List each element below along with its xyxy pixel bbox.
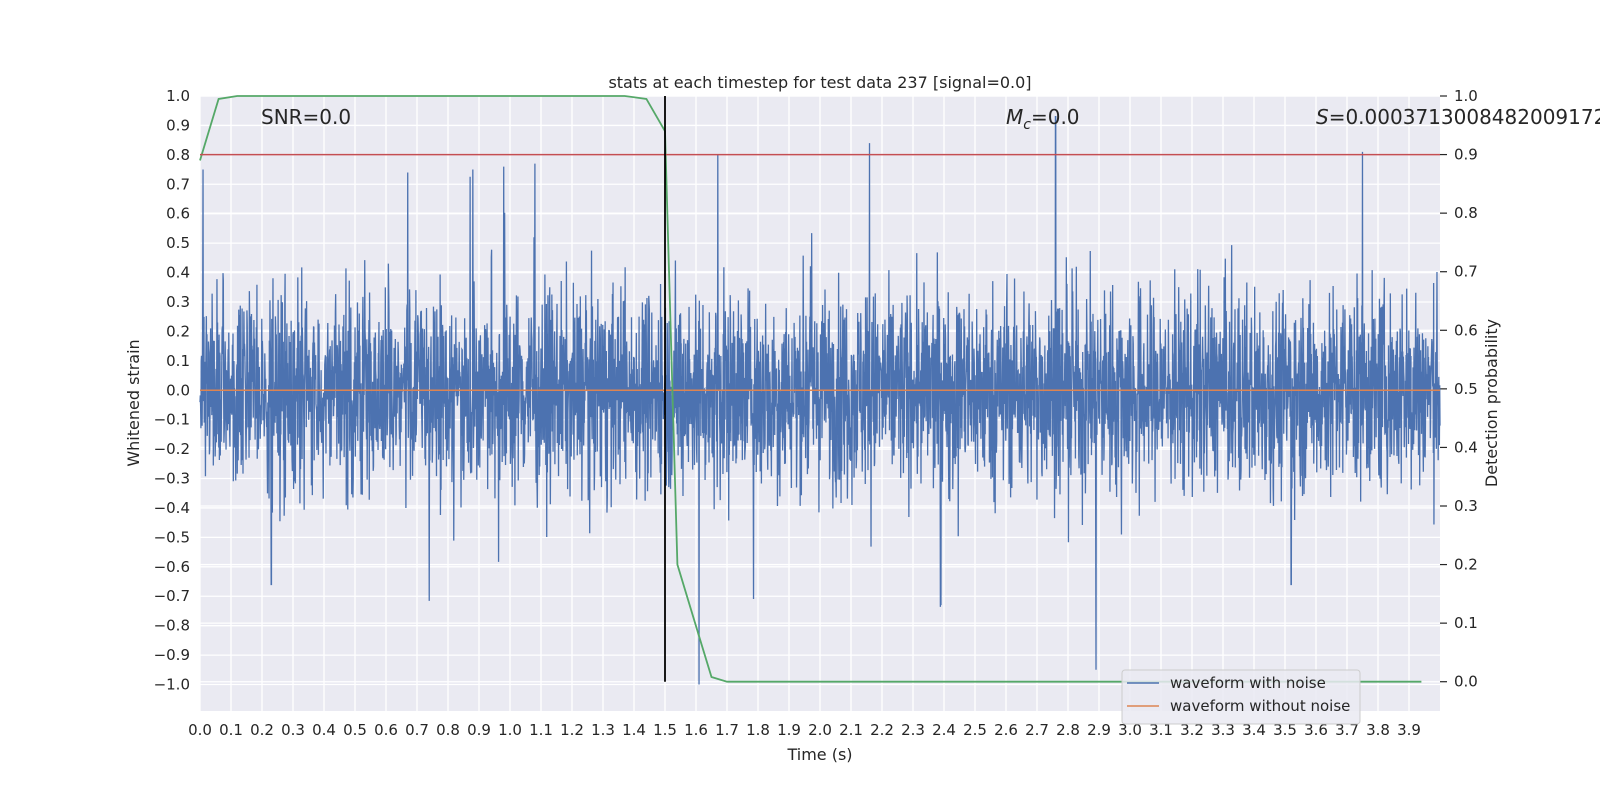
legend-label-clean: waveform without noise: [1170, 697, 1350, 715]
y-tick-label: −0.2: [154, 440, 190, 458]
legend-box: [1121, 669, 1361, 725]
y2-tick-label: 0.7: [1454, 263, 1478, 281]
y2-tick-label: 0.4: [1454, 438, 1478, 456]
x-tick-label: 3.0: [1118, 721, 1142, 739]
x-tick-label: 1.7: [715, 721, 739, 739]
chart-overlays: [200, 96, 1440, 682]
y-axis-label: Whitened strain: [124, 339, 143, 466]
y2-tick-label: 0.2: [1454, 556, 1478, 574]
noise-line: [199, 115, 1441, 685]
y-axis-ticks: 1.0 0.9 0.8 0.7 0.6 0.5 0.4 0.3 0.2 0.1 0.0 −0.1 −0.…: [154, 87, 190, 694]
x-tick-label: 1.2: [560, 721, 584, 739]
y-tick-label: −0.3: [154, 470, 190, 488]
x-tick-label: 0.6: [374, 721, 398, 739]
y-tick-label: −0.9: [154, 646, 190, 664]
mc-subscript: c: [1023, 117, 1031, 133]
x-tick-label: 1.4: [622, 721, 646, 739]
y2-tick-label: 0.1: [1454, 614, 1478, 632]
s-value: =0.00037130084820091724: [1329, 105, 1600, 129]
x-tick-label: 1.0: [498, 721, 522, 739]
x-tick-label: 2.2: [870, 721, 894, 739]
x-tick-label: 3.7: [1335, 721, 1359, 739]
x-tick-label: 2.7: [1025, 721, 1049, 739]
x-axis-label: Time (s): [786, 745, 852, 764]
y2-axis-ticks: 1.0 0.9 0.8 0.7 0.6 0.5 0.4 0.3 0.2 0.1 0.0: [1440, 87, 1478, 691]
x-tick-label: 2.0: [808, 721, 832, 739]
y2-tick-label: 0.8: [1454, 204, 1478, 222]
y-tick-label: −0.1: [154, 411, 190, 429]
x-tick-label: 3.8: [1366, 721, 1390, 739]
x-tick-label: 1.8: [746, 721, 770, 739]
y-tick-label: 0.3: [166, 293, 190, 311]
x-tick-label: 3.4: [1242, 721, 1266, 739]
y-tick-label: 0.0: [166, 381, 190, 399]
x-tick-label: 1.3: [591, 721, 615, 739]
x-tick-label: 3.6: [1304, 721, 1328, 739]
y-tick-label: 0.5: [166, 234, 190, 252]
y2-axis-label: Detection probability: [1482, 319, 1501, 487]
x-tick-label: 0.5: [343, 721, 367, 739]
x-tick-label: 0.1: [219, 721, 243, 739]
y-tick-label: 0.2: [166, 322, 190, 340]
y2-tick-label: 0.9: [1454, 146, 1478, 164]
x-tick-label: 1.6: [684, 721, 708, 739]
y-tick-label: 0.9: [166, 116, 190, 134]
x-tick-label: 2.4: [932, 721, 956, 739]
y2-tick-label: 0.0: [1454, 673, 1478, 691]
s-annotation: S=0.00037130084820091724: [1316, 105, 1600, 129]
y-tick-label: −0.7: [154, 587, 190, 605]
mc-annotation: Mc=0.0: [1006, 105, 1080, 133]
x-tick-label: 3.1: [1149, 721, 1173, 739]
x-tick-label: 0.9: [467, 721, 491, 739]
y-tick-label: −1.0: [154, 676, 190, 694]
x-tick-label: 2.5: [963, 721, 987, 739]
x-tick-label: 3.3: [1211, 721, 1235, 739]
y-tick-label: −0.4: [154, 499, 190, 517]
x-tick-label: 0.4: [312, 721, 336, 739]
y-tick-label: 0.8: [166, 146, 190, 164]
y-tick-label: 0.1: [166, 352, 190, 370]
legend: waveform with noise waveform without noi…: [1121, 669, 1361, 725]
x-tick-label: 0.8: [436, 721, 460, 739]
x-tick-label: 3.9: [1397, 721, 1421, 739]
x-tick-label: 2.3: [901, 721, 925, 739]
x-tick-label: 3.2: [1180, 721, 1204, 739]
y-tick-label: 0.6: [166, 205, 190, 223]
x-tick-label: 0.3: [281, 721, 305, 739]
x-tick-label: 2.1: [839, 721, 863, 739]
series-waveform-with-noise: [199, 115, 1441, 685]
x-tick-label: 0.2: [250, 721, 274, 739]
y-tick-label: −0.6: [154, 558, 190, 576]
x-tick-label: 1.1: [529, 721, 553, 739]
x-tick-label: 0.7: [405, 721, 429, 739]
mc-symbol: M: [1006, 105, 1023, 129]
chart-title: stats at each timestep for test data 237…: [608, 73, 1031, 92]
y2-tick-label: 0.3: [1454, 497, 1478, 515]
x-tick-label: 1.5: [653, 721, 677, 739]
y-tick-label: −0.8: [154, 617, 190, 635]
y-tick-label: 0.4: [166, 264, 190, 282]
y-tick-label: 1.0: [166, 87, 190, 105]
y2-tick-label: 1.0: [1454, 87, 1478, 105]
x-tick-label: 2.8: [1056, 721, 1080, 739]
y2-tick-label: 0.6: [1454, 321, 1478, 339]
x-tick-label: 3.5: [1273, 721, 1297, 739]
x-tick-label: 2.9: [1087, 721, 1111, 739]
x-tick-label: 1.9: [777, 721, 801, 739]
x-tick-label: 2.6: [994, 721, 1018, 739]
x-axis-ticks: 0.0 0.1 0.2 0.3 0.4 0.5 0.6 0.7 0.8 0.9 1.0 1.1 1.2 1…: [188, 721, 1421, 739]
y2-tick-label: 0.5: [1454, 380, 1478, 398]
legend-label-noise: waveform with noise: [1170, 674, 1326, 692]
y-tick-label: −0.5: [154, 528, 190, 546]
x-tick-label: 0.0: [188, 721, 212, 739]
mc-value: =0.0: [1031, 105, 1080, 129]
snr-annotation: SNR=0.0: [261, 105, 351, 129]
y-tick-label: 0.7: [166, 175, 190, 193]
s-symbol: S: [1316, 105, 1329, 129]
